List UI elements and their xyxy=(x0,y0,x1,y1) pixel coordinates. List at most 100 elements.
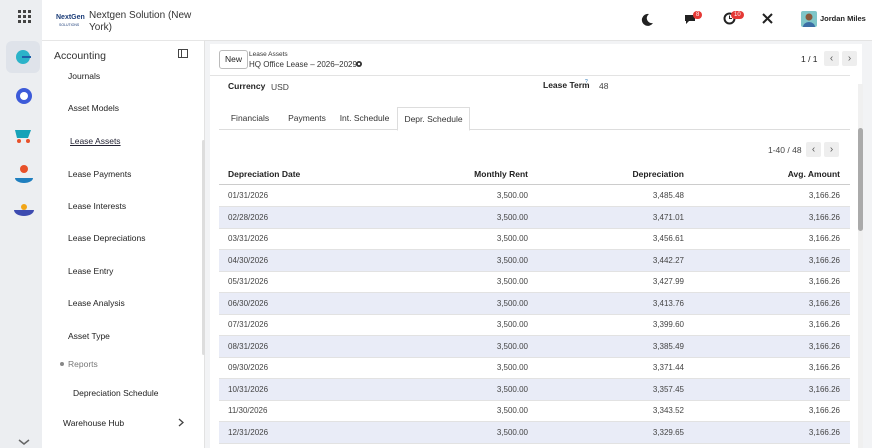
cell: 3,371.44 xyxy=(652,363,684,372)
help-icon[interactable]: ? xyxy=(585,79,588,85)
cell: 07/31/2026 xyxy=(228,320,269,329)
bullet xyxy=(60,362,64,366)
table-row[interactable] xyxy=(219,335,850,358)
sidebar-scrollbar xyxy=(202,140,205,355)
field-label: Currency xyxy=(228,81,266,91)
cell: 09/30/2026 xyxy=(228,363,269,372)
sidebar-toggle[interactable] xyxy=(178,49,189,59)
menu-item[interactable]: Lease Analysis xyxy=(68,298,125,308)
menu-item[interactable]: Lease Interests xyxy=(68,201,127,211)
scroll-thumb[interactable] xyxy=(858,128,863,231)
cell: 3,166.26 xyxy=(808,427,840,437)
menu-item[interactable]: Depreciation Schedule xyxy=(73,388,159,398)
column-header[interactable]: Monthly Rent xyxy=(474,169,528,179)
theme-toggle[interactable] xyxy=(640,12,654,26)
cell: 3,385.49 xyxy=(652,341,684,351)
menu-item[interactable]: Lease Depreciations xyxy=(68,233,146,243)
table-row[interactable] xyxy=(219,206,850,229)
field-label: Lease Term xyxy=(543,80,590,90)
breadcrumb-record: HQ Office Lease – 2026–2029 xyxy=(249,60,357,69)
column-header[interactable]: Depreciation Date xyxy=(228,169,301,179)
cell: 3,500.00 xyxy=(496,212,528,222)
cell: 3,166.26 xyxy=(808,191,840,200)
new-button[interactable]: New xyxy=(219,50,248,69)
table-row[interactable] xyxy=(219,228,850,250)
menu-item[interactable]: Asset Type xyxy=(68,331,110,341)
cell: 3,166.26 xyxy=(808,255,840,265)
menu-item[interactable]: Asset Models xyxy=(68,103,120,113)
table-row[interactable] xyxy=(219,249,850,272)
cell: 10/31/2026 xyxy=(228,384,269,394)
cell: 3,166.26 xyxy=(808,234,840,243)
cell: 3,471.01 xyxy=(652,212,684,222)
menu-item[interactable]: Journals xyxy=(68,71,101,81)
next-button[interactable]: › xyxy=(842,51,857,66)
section-title: Accounting xyxy=(54,50,106,62)
cell: 05/31/2026 xyxy=(228,277,269,286)
topbar: 8 10 Jordan Miles xyxy=(204,0,872,41)
user-name[interactable]: Jordan Miles xyxy=(820,14,866,23)
cell: 3,399.60 xyxy=(652,320,684,329)
column-header[interactable]: Depreciation xyxy=(632,169,685,179)
table-row[interactable] xyxy=(219,292,850,315)
cell: 3,500.00 xyxy=(496,406,528,415)
menu-item[interactable]: Lease Payments xyxy=(68,169,132,179)
column-header[interactable]: Avg. Amount xyxy=(787,169,840,179)
cell: 3,500.00 xyxy=(496,427,528,437)
next-button[interactable]: › xyxy=(824,142,839,157)
cell: 06/30/2026 xyxy=(228,298,269,308)
avatar[interactable] xyxy=(801,11,817,27)
cell: 3,166.26 xyxy=(808,212,840,222)
tab-bar xyxy=(219,129,850,130)
table-row[interactable] xyxy=(219,378,850,401)
prev-button[interactable]: ‹ xyxy=(806,142,821,157)
tab[interactable]: Int. Schedule xyxy=(339,113,390,123)
cell: 3,500.00 xyxy=(496,191,528,200)
cell: 3,500.00 xyxy=(496,255,528,265)
cell: 3,357.45 xyxy=(652,384,684,394)
tab[interactable]: Financials xyxy=(230,113,270,123)
cell: 3,427.99 xyxy=(652,277,684,286)
cell: 04/30/2026 xyxy=(228,255,269,265)
scroll-track xyxy=(858,84,863,448)
cell: 3,329.65 xyxy=(652,427,684,437)
menu-item[interactable]: Lease Entry xyxy=(68,266,114,276)
table-row[interactable] xyxy=(219,314,850,336)
logo-sub: SOLUTIONS xyxy=(59,23,80,27)
cell: 12/31/2026 xyxy=(228,427,269,437)
menu-item[interactable]: Warehouse Hub xyxy=(63,418,125,428)
breadcrumb-parent[interactable]: Lease Assets xyxy=(249,51,288,58)
chat-icon[interactable] xyxy=(684,13,697,25)
tools-icon[interactable] xyxy=(761,12,774,25)
cell: 02/28/2026 xyxy=(228,212,269,222)
prev-button[interactable]: ‹ xyxy=(824,51,839,66)
cell: 01/31/2026 xyxy=(228,191,269,200)
divider xyxy=(42,40,204,41)
cell: 11/30/2026 xyxy=(228,406,268,415)
chat-badge: 8 xyxy=(693,11,703,19)
cell: 3,500.00 xyxy=(496,384,528,394)
table-row[interactable] xyxy=(219,271,850,293)
cell: 3,500.00 xyxy=(496,341,528,351)
cell: 3,343.52 xyxy=(652,406,684,415)
table-row[interactable] xyxy=(219,400,850,422)
cell: 3,456.61 xyxy=(652,234,684,243)
activity-badge: 10 xyxy=(731,11,744,19)
cell: 3,166.26 xyxy=(808,406,840,415)
tab[interactable]: Payments xyxy=(288,113,326,123)
cell: 3,500.00 xyxy=(496,320,528,329)
list-pager: 1-40 / 48 xyxy=(768,145,802,155)
cell: 08/31/2026 xyxy=(228,341,269,351)
tab[interactable]: Depr. Schedule xyxy=(397,107,470,131)
logo: NextGen xyxy=(56,14,85,21)
app-rail xyxy=(0,0,42,448)
cell: 3,166.26 xyxy=(808,384,840,394)
header-rule xyxy=(219,184,850,185)
table-row[interactable] xyxy=(219,185,850,207)
table-row[interactable] xyxy=(219,421,850,444)
table-row[interactable] xyxy=(219,357,850,379)
menu-item[interactable]: Lease Assets xyxy=(70,136,121,146)
gear-icon[interactable] xyxy=(355,60,363,68)
cell: 3,166.26 xyxy=(808,320,840,329)
cell: 3,500.00 xyxy=(496,363,528,372)
